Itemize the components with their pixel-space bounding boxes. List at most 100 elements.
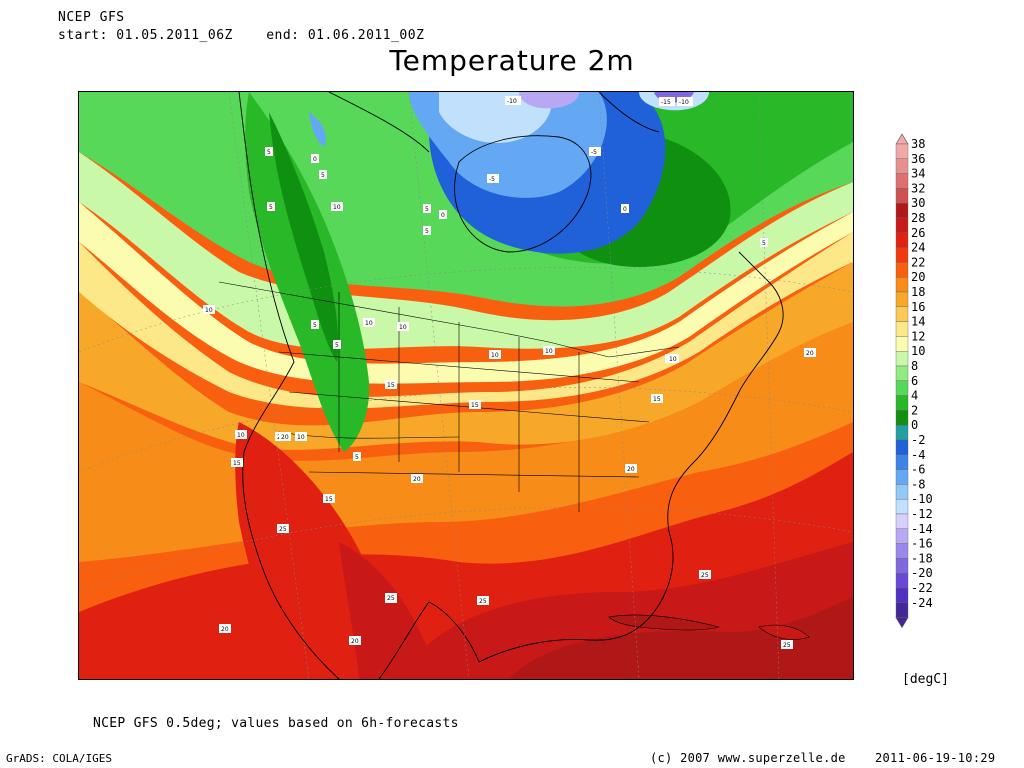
contour-label: 5 xyxy=(267,202,275,211)
contour-label-box xyxy=(423,226,431,235)
cuba xyxy=(608,614,720,631)
grads-credit: GrADS: COLA/IGES xyxy=(6,752,112,765)
contour-label: 25 xyxy=(699,570,711,579)
scale-label: 32 xyxy=(911,181,925,195)
contour-label-box xyxy=(333,340,341,349)
scale-label: 24 xyxy=(911,241,925,255)
contour-label: -5 xyxy=(589,147,601,156)
contour-label-text: 25 xyxy=(479,598,487,605)
contour-label: 10 xyxy=(363,318,375,327)
contour-label-box xyxy=(589,147,601,156)
contour-label-box xyxy=(363,318,375,327)
forecast-range: start: 01.05.2011_06Z end: 01.06.2011_00… xyxy=(58,28,424,43)
scale-cell xyxy=(895,499,909,515)
scale-cell xyxy=(895,173,909,189)
contour-label: 10 xyxy=(543,346,555,355)
scale-label: 18 xyxy=(911,285,925,299)
contour-label-text: 20 xyxy=(351,638,359,645)
contour-label-box xyxy=(477,596,489,605)
band-12 xyxy=(79,202,853,384)
contour-label: 25 xyxy=(277,524,289,533)
band-10 xyxy=(79,152,853,349)
scale-label: -24 xyxy=(911,596,933,610)
contour-label: 25 xyxy=(385,593,397,602)
scale-label: -12 xyxy=(911,507,933,521)
contour-label-text: 20 xyxy=(221,626,229,633)
contour-label-text: 5 xyxy=(321,172,325,179)
scale-label: -2 xyxy=(911,433,925,447)
contour-label: 15 xyxy=(469,400,481,409)
scale-cell xyxy=(895,395,909,411)
scale-label: -10 xyxy=(911,492,933,506)
scale-cell xyxy=(895,202,909,219)
contour-label-text: 5 xyxy=(269,204,273,211)
contour-label: 20 xyxy=(411,474,423,483)
contour-label: 5 xyxy=(333,340,341,349)
contour-label-box xyxy=(621,204,629,213)
scale-cell xyxy=(895,262,909,278)
contour-label: 15 xyxy=(385,380,397,389)
scale-cell xyxy=(895,158,909,174)
contour-label: 5 xyxy=(311,320,319,329)
contour-label: 20 xyxy=(625,464,637,473)
contour-label-text: 25 xyxy=(279,526,287,533)
contour-label-box xyxy=(469,400,481,409)
contour-label-box xyxy=(219,624,231,633)
contour-label-text: 5 xyxy=(267,149,271,156)
temperature-map: -10 -15 -10 5 -5 0 -5 5 0 5 10 5 0 5 5 1… xyxy=(78,91,854,680)
scale-label: -22 xyxy=(911,581,933,595)
contour-label-box xyxy=(625,464,637,473)
scale-cell xyxy=(895,513,909,530)
contour-label-text: 0 xyxy=(313,156,317,163)
contour-label: 15 xyxy=(323,494,335,503)
contour-label-text: 15 xyxy=(233,460,241,467)
contour-label: 10 xyxy=(235,430,247,439)
scale-cell xyxy=(895,380,909,396)
contour-label: 25 xyxy=(477,596,489,605)
contour-label: 5 xyxy=(265,147,273,156)
scale-cell xyxy=(895,528,909,544)
scale-cell xyxy=(895,365,909,382)
scale-label: 30 xyxy=(911,196,925,210)
band-30 xyxy=(509,597,853,679)
contour-label-box xyxy=(760,238,768,247)
contour-label: 5 xyxy=(353,452,361,461)
scale-cell xyxy=(895,543,909,559)
contour-label-box xyxy=(423,204,431,213)
contour-label: 0 xyxy=(621,204,629,213)
contour-label: 10 xyxy=(397,322,409,331)
scale-label: 12 xyxy=(911,329,925,343)
contour-label-box xyxy=(279,432,291,441)
contour-label-text: 5 xyxy=(355,454,359,461)
contour-label: 20 xyxy=(349,636,361,645)
contour-label-box xyxy=(349,636,361,645)
scale-cell xyxy=(895,247,909,263)
scale-label: 38 xyxy=(911,137,925,151)
scale-label: 16 xyxy=(911,300,925,314)
contour-label-text: 25 xyxy=(701,572,709,579)
scale-cell xyxy=(895,350,909,367)
contour-label-text: 10 xyxy=(399,324,407,331)
contour-label-text: 10 xyxy=(237,432,245,439)
scale-cell xyxy=(895,306,909,322)
contour-label-text: 25 xyxy=(783,642,791,649)
scale-label: -16 xyxy=(911,537,933,551)
contour-label-text: 5 xyxy=(335,342,339,349)
map-title: Temperature 2m xyxy=(389,44,635,77)
contour-label: 10 xyxy=(295,432,307,441)
contour-label: 5 xyxy=(423,226,431,235)
contour-label-text: 10 xyxy=(333,204,341,211)
contour-label-box xyxy=(677,97,693,106)
graticule xyxy=(79,92,853,679)
contour-label: 5 xyxy=(423,204,431,213)
contour-label-text: -10 xyxy=(507,98,517,105)
contour-label: 20 xyxy=(279,432,291,441)
scale-label: 2 xyxy=(911,403,918,417)
contour-label-text: 5 xyxy=(425,206,429,213)
contour-label-text: 20 xyxy=(806,350,814,357)
scale-cell xyxy=(895,602,909,618)
scale-cell xyxy=(895,439,909,456)
scale-label: -4 xyxy=(911,448,925,462)
contour-label-text: 5 xyxy=(425,228,429,235)
contour-label-box xyxy=(231,458,243,467)
